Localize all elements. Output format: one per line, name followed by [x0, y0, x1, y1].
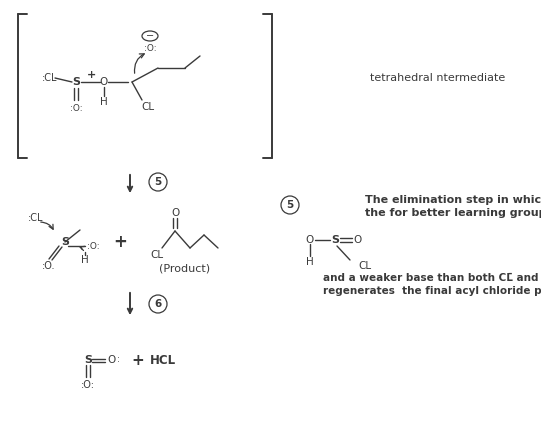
Text: CL: CL [141, 102, 155, 112]
Text: O: O [100, 77, 108, 87]
Text: The elimination step in which: The elimination step in which [365, 195, 541, 205]
Text: :O:: :O: [81, 380, 95, 390]
Text: H: H [100, 97, 108, 107]
Text: O: O [171, 208, 179, 218]
Text: :O.: :O. [42, 261, 56, 271]
Text: 5: 5 [154, 177, 162, 187]
Text: and a weaker base than both CL̄ and OH̄: and a weaker base than both CL̄ and OH̄ [323, 273, 541, 283]
Text: regenerates  the final acyl chloride product.: regenerates the final acyl chloride prod… [323, 286, 541, 296]
Text: S: S [61, 237, 69, 247]
Text: −: − [146, 31, 154, 41]
Text: +: + [113, 233, 127, 251]
Text: :O:: :O: [70, 103, 82, 112]
Text: :O:: :O: [144, 43, 156, 52]
Text: S: S [331, 235, 339, 245]
Text: tetrahedral ntermediate: tetrahedral ntermediate [370, 73, 505, 83]
Text: S: S [72, 77, 80, 87]
Text: HCL: HCL [150, 353, 176, 366]
Text: H: H [81, 255, 89, 265]
Text: +: + [87, 70, 96, 80]
Text: O: O [353, 235, 361, 245]
Text: CL: CL [150, 250, 163, 260]
Text: 6: 6 [154, 299, 162, 309]
Text: O: O [306, 235, 314, 245]
Text: :CL: :CL [42, 73, 57, 83]
Text: S: S [84, 355, 92, 365]
Text: :CL: :CL [28, 213, 43, 223]
Text: CL: CL [358, 261, 371, 271]
Text: :O:: :O: [87, 241, 100, 250]
Text: +: + [131, 353, 144, 367]
Text: 5: 5 [286, 200, 294, 210]
Text: (Product): (Product) [160, 263, 210, 273]
Text: the for better learning group: the for better learning group [365, 208, 541, 218]
Text: :: : [117, 354, 120, 363]
Text: O: O [107, 355, 115, 365]
Text: H: H [306, 257, 314, 267]
